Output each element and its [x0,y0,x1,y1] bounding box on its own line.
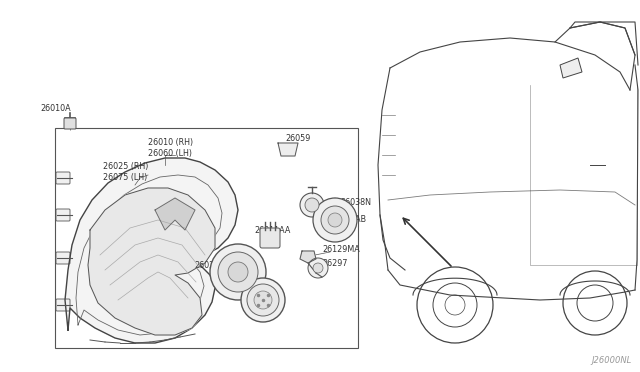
FancyBboxPatch shape [260,228,280,248]
Circle shape [218,252,258,292]
Text: J26000NL: J26000NL [592,356,632,365]
Circle shape [321,206,349,234]
Polygon shape [88,188,215,335]
Text: 26059: 26059 [285,134,310,142]
Circle shape [254,291,272,309]
Polygon shape [560,58,582,78]
Circle shape [308,258,328,278]
Polygon shape [155,198,195,230]
Text: 26025 (RH)
26075 (LH): 26025 (RH) 26075 (LH) [103,162,148,182]
Polygon shape [278,143,298,156]
Polygon shape [300,251,316,263]
FancyBboxPatch shape [56,252,70,264]
FancyBboxPatch shape [56,299,70,311]
Text: 26029M: 26029M [194,260,227,269]
FancyBboxPatch shape [56,209,70,221]
Circle shape [313,198,357,242]
Text: 26011AA: 26011AA [254,225,291,234]
Text: 28474: 28474 [246,288,271,296]
Text: 26010A: 26010A [40,103,70,112]
FancyBboxPatch shape [64,118,76,129]
Circle shape [228,262,248,282]
Text: 26011AB: 26011AB [330,215,366,224]
Circle shape [305,198,319,212]
Circle shape [241,278,285,322]
Bar [55,128,358,348]
Circle shape [247,284,279,316]
Polygon shape [65,158,238,343]
Circle shape [300,193,324,217]
Text: 26038N: 26038N [340,198,371,206]
Circle shape [328,213,342,227]
Text: 26297: 26297 [322,260,348,269]
Circle shape [210,244,266,300]
FancyBboxPatch shape [56,172,70,184]
Text: 26129MA: 26129MA [322,246,360,254]
Text: 26010 (RH)
26060 (LH): 26010 (RH) 26060 (LH) [148,138,193,158]
Circle shape [313,263,323,273]
